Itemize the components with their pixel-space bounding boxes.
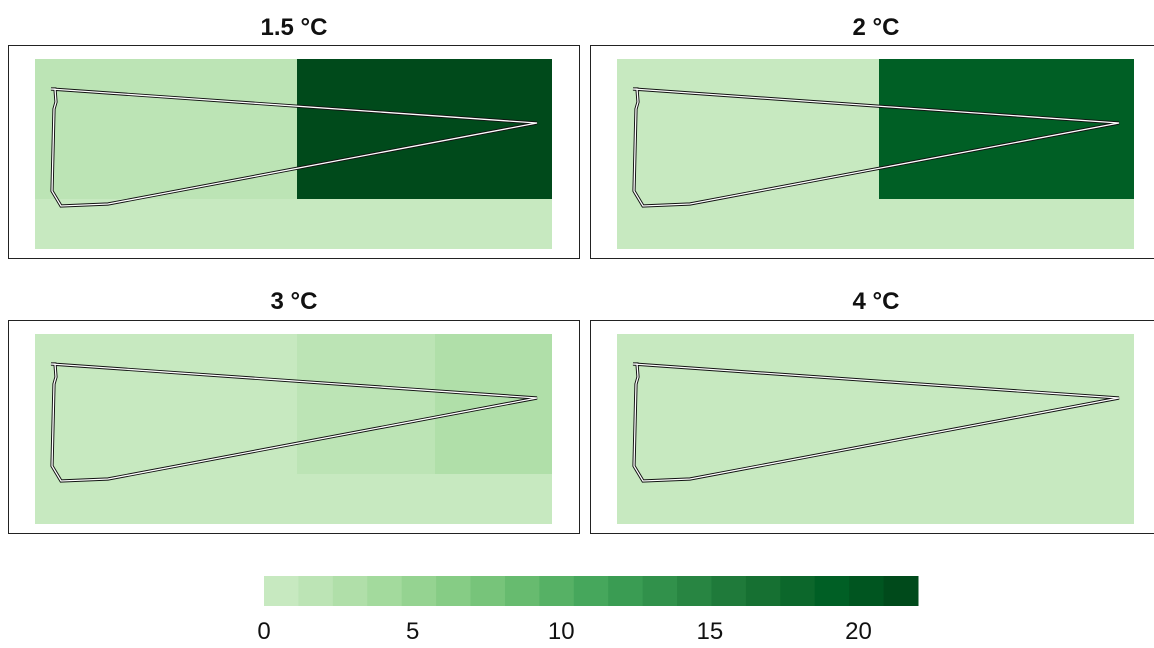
colorbar-segment (780, 576, 816, 606)
region-west (35, 334, 297, 474)
map-panel-3c (8, 320, 580, 534)
region-outline (632, 88, 1120, 207)
colorbar-segment (470, 576, 506, 606)
region-outline (632, 363, 1120, 482)
colorbar-segment (504, 576, 540, 606)
colorbar-segment (573, 576, 609, 606)
colorbar-segment (745, 576, 781, 606)
colorbar-segment (677, 576, 712, 606)
region-west (35, 59, 297, 199)
panel-title-3c: 3 °C (270, 288, 318, 315)
colorbar-segment (539, 576, 575, 606)
colorbar-segment (367, 576, 403, 606)
map-1-5c (35, 59, 552, 249)
colorbar-tick-label: 0 (257, 618, 271, 645)
colorbar-segment (608, 576, 644, 606)
colorbar-segment (849, 576, 885, 606)
map-2c (617, 59, 1134, 249)
colorbar-segment (264, 576, 299, 606)
map-3c (35, 334, 552, 524)
map-panel-4c (590, 320, 1154, 534)
map-panel-2c (590, 45, 1154, 259)
colorbar-tick-label: 15 (696, 618, 724, 645)
colorbar-segment (332, 576, 368, 606)
colorbar-legend (264, 576, 919, 606)
colorbar-segment (711, 576, 747, 606)
region-all (617, 334, 1134, 524)
region-middle (297, 334, 435, 474)
colorbar-segment (642, 576, 678, 606)
panel-title-2c: 2 °C (852, 14, 900, 41)
colorbar-tick-label: 20 (845, 618, 872, 645)
region-outline (50, 363, 538, 482)
map-4c (617, 334, 1134, 524)
colorbar-segment (401, 576, 437, 606)
region-south-strip (35, 474, 552, 524)
region-outline (50, 88, 538, 207)
colorbar-tick-label: 10 (547, 618, 575, 645)
colorbar-tick-label: 5 (405, 618, 420, 645)
region-west (617, 59, 879, 199)
panel-title-4c: 4 °C (852, 288, 900, 315)
region-east (435, 334, 552, 474)
colorbar-segment (883, 576, 919, 606)
map-panel-1-5c (8, 45, 580, 259)
panel-title-1-5c: 1.5 °C (260, 14, 328, 41)
colorbar-segment (814, 576, 850, 606)
colorbar-segment (436, 576, 472, 606)
colorbar-segment (298, 576, 334, 606)
region-south-strip (617, 199, 1134, 249)
region-south-strip (35, 199, 552, 249)
